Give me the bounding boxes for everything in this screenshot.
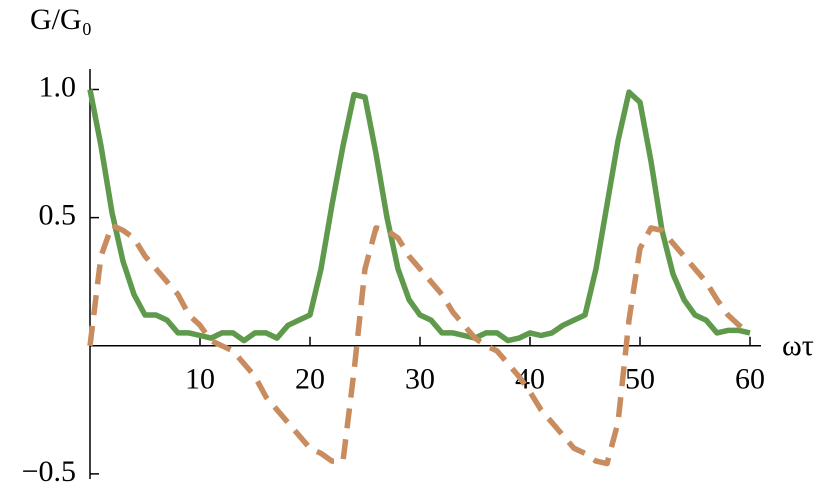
x-axis-label: ωτ: [782, 329, 814, 362]
y-tick-label: 0.5: [39, 199, 77, 232]
x-tick-label: 20: [295, 363, 325, 396]
x-tick-label: 50: [625, 363, 655, 396]
series-line: [87, 88, 751, 344]
x-tick-label: 10: [185, 363, 215, 396]
y-axis-label: G/G₀: [30, 3, 92, 36]
y-tick-label: −0.5: [22, 455, 76, 488]
x-tick-label: 60: [735, 363, 765, 396]
series-line: [87, 222, 752, 467]
x-tick-label: 30: [405, 363, 435, 396]
y-tick-label: 1.0: [39, 70, 77, 103]
